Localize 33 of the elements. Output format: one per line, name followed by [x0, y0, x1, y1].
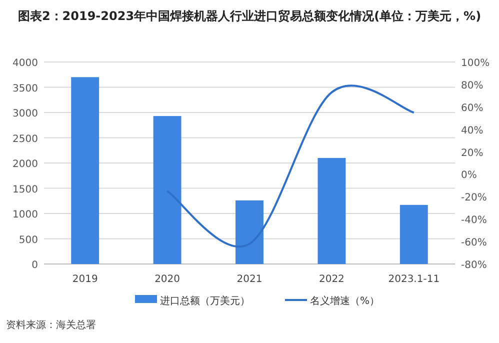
- legend-label: 进口总额（万美元）: [160, 295, 250, 307]
- y-tick-label: 2000: [12, 159, 38, 170]
- bar: [153, 116, 182, 264]
- y2-tick-label: 0%: [461, 170, 477, 182]
- y2-tick-label: -40%: [461, 215, 487, 226]
- y2-tick-label: 80%: [461, 80, 484, 92]
- x-tick-label: 2019: [72, 274, 98, 285]
- chart-title: 图表2：2019-2023年中国焊接机器人行业进口贸易总额变化情况(单位：万美元，%): [18, 9, 482, 23]
- x-tick-label: 2023.1-11: [388, 274, 440, 285]
- bar: [400, 204, 428, 264]
- bar: [71, 77, 100, 264]
- text: 资料来源：海关总署: [6, 319, 96, 331]
- y-tick-label: 1000: [12, 210, 38, 220]
- y2-tick-label: -60%: [461, 238, 487, 249]
- bar: [236, 200, 264, 264]
- y2-tick-label: -80%: [461, 260, 487, 271]
- y-tick-label: 4000: [12, 58, 38, 69]
- bar: [318, 158, 346, 264]
- y-tick-label: 0: [32, 260, 38, 271]
- y2-tick-label: 60%: [461, 102, 484, 114]
- y2-tick-label: 40%: [461, 125, 484, 136]
- x-tick-label: 2022: [318, 274, 344, 285]
- y2-tick-label: -20%: [461, 192, 487, 204]
- x-tick-label: 2020: [154, 274, 180, 285]
- y-tick-label: 500: [18, 234, 38, 246]
- y-tick-label: 1500: [12, 184, 38, 196]
- y-tick-label: 3000: [12, 108, 38, 120]
- y-tick-label: 3500: [12, 83, 38, 94]
- y2-tick-label: 100%: [461, 58, 490, 69]
- y-tick-label: 2500: [12, 134, 38, 145]
- y2-tick-label: 20%: [461, 148, 484, 159]
- legend-label: 名义增速（%）: [310, 295, 380, 307]
- x-tick-label: 2021: [236, 274, 262, 285]
